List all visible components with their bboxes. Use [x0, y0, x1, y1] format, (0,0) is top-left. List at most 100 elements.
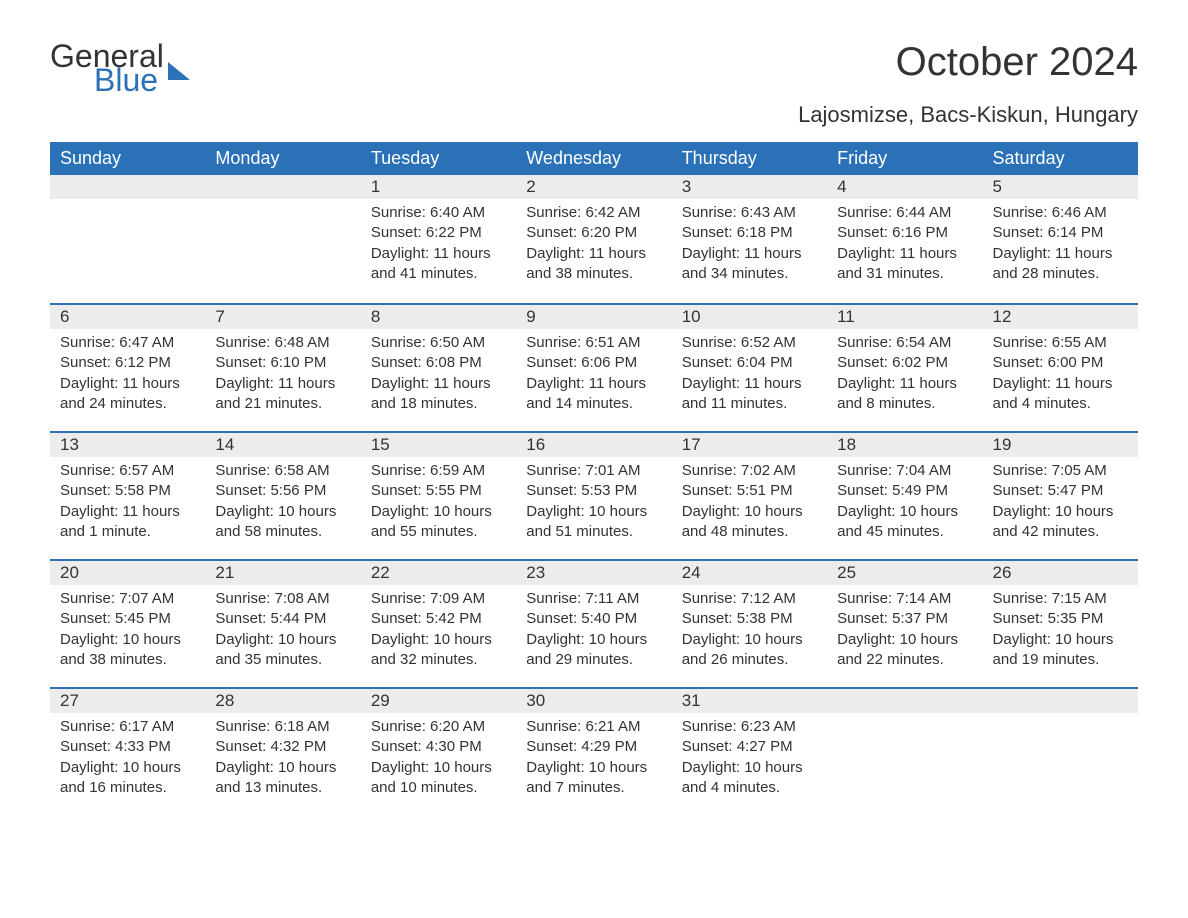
calendar-cell: 13Sunrise: 6:57 AMSunset: 5:58 PMDayligh… [50, 431, 205, 559]
calendar-cell: 6Sunrise: 6:47 AMSunset: 6:12 PMDaylight… [50, 303, 205, 431]
weekday-header: Wednesday [516, 142, 671, 175]
day-line: Sunset: 6:08 PM [371, 353, 506, 373]
day-line: and 55 minutes. [371, 522, 506, 542]
day-line: Daylight: 11 hours [837, 244, 972, 264]
day-line: Daylight: 10 hours [60, 758, 195, 778]
day-line: and 51 minutes. [526, 522, 661, 542]
day-number: 28 [205, 687, 360, 713]
day-line: Daylight: 11 hours [526, 244, 661, 264]
calendar-cell: 17Sunrise: 7:02 AMSunset: 5:51 PMDayligh… [672, 431, 827, 559]
day-details [205, 199, 360, 213]
day-details: Sunrise: 6:46 AMSunset: 6:14 PMDaylight:… [983, 199, 1138, 294]
day-line: and 41 minutes. [371, 264, 506, 284]
day-line: Sunset: 5:38 PM [682, 609, 817, 629]
day-line: and 26 minutes. [682, 650, 817, 670]
calendar-week: 13Sunrise: 6:57 AMSunset: 5:58 PMDayligh… [50, 431, 1138, 559]
day-line: Daylight: 11 hours [371, 244, 506, 264]
day-line: and 1 minute. [60, 522, 195, 542]
day-line: Daylight: 10 hours [526, 630, 661, 650]
calendar-cell: 15Sunrise: 6:59 AMSunset: 5:55 PMDayligh… [361, 431, 516, 559]
day-line: Sunset: 4:29 PM [526, 737, 661, 757]
day-details: Sunrise: 7:04 AMSunset: 5:49 PMDaylight:… [827, 457, 982, 552]
day-line: Sunset: 6:00 PM [993, 353, 1128, 373]
day-line: Daylight: 10 hours [837, 630, 972, 650]
day-line: Sunrise: 6:40 AM [371, 203, 506, 223]
day-line: Sunset: 6:06 PM [526, 353, 661, 373]
calendar-cell: 9Sunrise: 6:51 AMSunset: 6:06 PMDaylight… [516, 303, 671, 431]
brand-part2: Blue [94, 64, 164, 96]
day-line: Daylight: 10 hours [682, 758, 817, 778]
calendar-cell: 14Sunrise: 6:58 AMSunset: 5:56 PMDayligh… [205, 431, 360, 559]
day-line: and 4 minutes. [682, 778, 817, 798]
day-number: 10 [672, 303, 827, 329]
day-line: Daylight: 11 hours [682, 244, 817, 264]
day-line: Sunset: 6:16 PM [837, 223, 972, 243]
day-details: Sunrise: 6:20 AMSunset: 4:30 PMDaylight:… [361, 713, 516, 808]
day-details: Sunrise: 7:01 AMSunset: 5:53 PMDaylight:… [516, 457, 671, 552]
day-line: and 35 minutes. [215, 650, 350, 670]
day-number: 3 [672, 175, 827, 199]
day-line: Sunrise: 7:15 AM [993, 589, 1128, 609]
day-line: Sunrise: 7:14 AM [837, 589, 972, 609]
calendar-cell [205, 175, 360, 303]
day-line: Daylight: 10 hours [526, 502, 661, 522]
day-line: Daylight: 11 hours [526, 374, 661, 394]
day-details: Sunrise: 6:50 AMSunset: 6:08 PMDaylight:… [361, 329, 516, 424]
day-details: Sunrise: 6:23 AMSunset: 4:27 PMDaylight:… [672, 713, 827, 808]
day-details: Sunrise: 7:02 AMSunset: 5:51 PMDaylight:… [672, 457, 827, 552]
day-line: Daylight: 10 hours [993, 502, 1128, 522]
day-line: and 24 minutes. [60, 394, 195, 414]
day-details: Sunrise: 6:51 AMSunset: 6:06 PMDaylight:… [516, 329, 671, 424]
day-line: and 13 minutes. [215, 778, 350, 798]
calendar-cell: 8Sunrise: 6:50 AMSunset: 6:08 PMDaylight… [361, 303, 516, 431]
day-details: Sunrise: 6:57 AMSunset: 5:58 PMDaylight:… [50, 457, 205, 552]
day-number: 17 [672, 431, 827, 457]
weekday-header: Saturday [983, 142, 1138, 175]
day-line: and 11 minutes. [682, 394, 817, 414]
day-line: Sunrise: 6:55 AM [993, 333, 1128, 353]
day-line: Sunrise: 7:05 AM [993, 461, 1128, 481]
day-line: Sunrise: 6:17 AM [60, 717, 195, 737]
day-details: Sunrise: 6:43 AMSunset: 6:18 PMDaylight:… [672, 199, 827, 294]
day-number: 30 [516, 687, 671, 713]
day-line: Sunrise: 7:09 AM [371, 589, 506, 609]
day-number: 16 [516, 431, 671, 457]
day-line: Sunrise: 7:04 AM [837, 461, 972, 481]
day-line: Sunset: 6:20 PM [526, 223, 661, 243]
calendar-cell [50, 175, 205, 303]
day-line: Sunset: 5:55 PM [371, 481, 506, 501]
calendar-cell: 28Sunrise: 6:18 AMSunset: 4:32 PMDayligh… [205, 687, 360, 815]
day-line: Sunrise: 7:11 AM [526, 589, 661, 609]
day-details [827, 713, 982, 727]
day-line: Sunrise: 7:02 AM [682, 461, 817, 481]
day-line: Sunset: 6:12 PM [60, 353, 195, 373]
day-line: and 45 minutes. [837, 522, 972, 542]
day-number: 31 [672, 687, 827, 713]
day-line: Daylight: 11 hours [371, 374, 506, 394]
day-number [983, 687, 1138, 713]
day-line: Sunrise: 6:18 AM [215, 717, 350, 737]
day-line: Sunset: 5:40 PM [526, 609, 661, 629]
day-line: Daylight: 10 hours [682, 630, 817, 650]
day-line: and 14 minutes. [526, 394, 661, 414]
day-line: Sunrise: 6:50 AM [371, 333, 506, 353]
day-number: 23 [516, 559, 671, 585]
day-line: Sunrise: 6:43 AM [682, 203, 817, 223]
calendar-cell: 25Sunrise: 7:14 AMSunset: 5:37 PMDayligh… [827, 559, 982, 687]
day-number: 26 [983, 559, 1138, 585]
day-number: 18 [827, 431, 982, 457]
day-details: Sunrise: 6:21 AMSunset: 4:29 PMDaylight:… [516, 713, 671, 808]
day-line: Daylight: 10 hours [215, 502, 350, 522]
day-line: Sunset: 4:30 PM [371, 737, 506, 757]
weekday-header: Monday [205, 142, 360, 175]
day-line: and 8 minutes. [837, 394, 972, 414]
day-line: Sunrise: 6:48 AM [215, 333, 350, 353]
calendar-cell [827, 687, 982, 815]
calendar-cell: 7Sunrise: 6:48 AMSunset: 6:10 PMDaylight… [205, 303, 360, 431]
calendar-week: 20Sunrise: 7:07 AMSunset: 5:45 PMDayligh… [50, 559, 1138, 687]
calendar-cell: 11Sunrise: 6:54 AMSunset: 6:02 PMDayligh… [827, 303, 982, 431]
day-number: 11 [827, 303, 982, 329]
calendar-cell: 24Sunrise: 7:12 AMSunset: 5:38 PMDayligh… [672, 559, 827, 687]
calendar-cell: 27Sunrise: 6:17 AMSunset: 4:33 PMDayligh… [50, 687, 205, 815]
day-details: Sunrise: 6:58 AMSunset: 5:56 PMDaylight:… [205, 457, 360, 552]
